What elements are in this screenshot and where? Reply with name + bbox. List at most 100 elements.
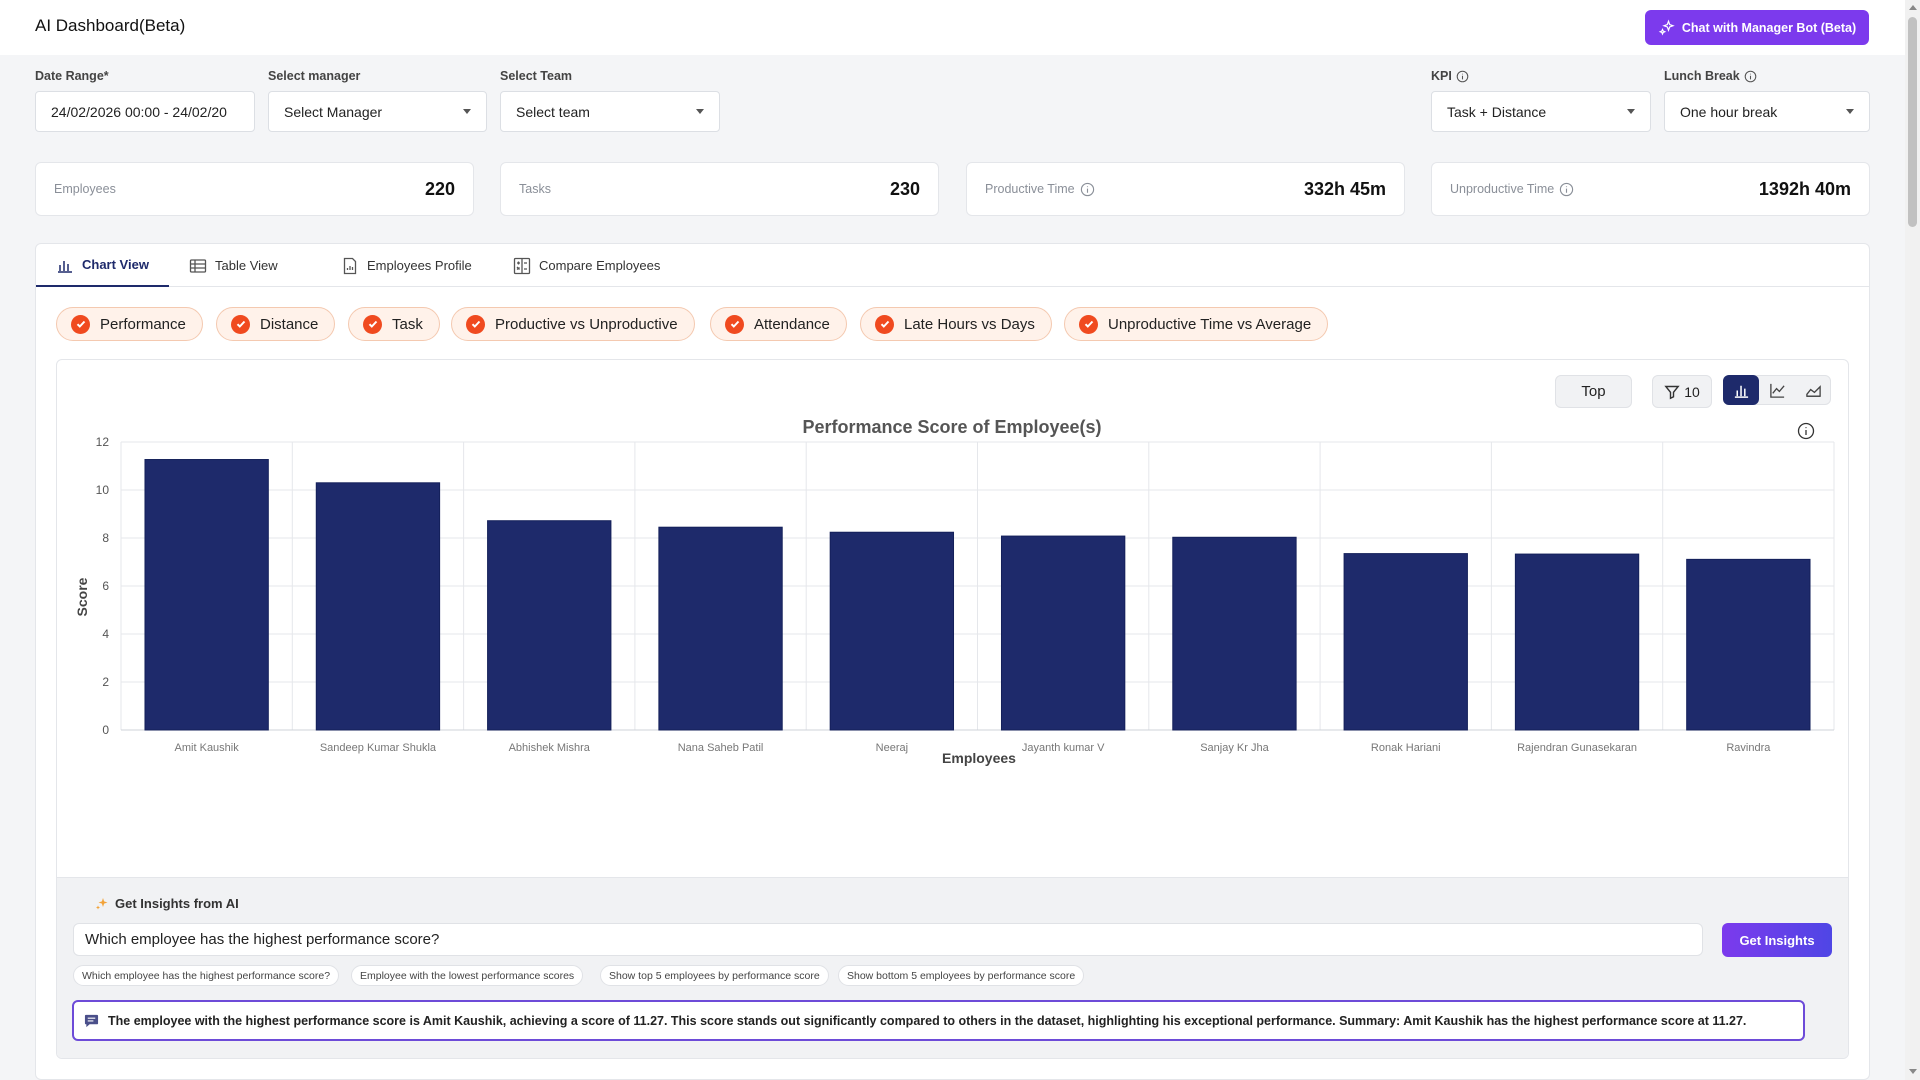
lunch-label-row: Lunch Break <box>1664 68 1870 84</box>
bar-9[interactable] <box>1514 553 1640 731</box>
sparkle-icon <box>1658 18 1675 36</box>
kpi-select[interactable]: Task + Distance <box>1431 91 1651 132</box>
chip-label: Task <box>392 315 423 333</box>
filter-icon <box>1664 385 1680 399</box>
stat-tasks: Tasks 230 <box>500 162 939 216</box>
bar-4[interactable] <box>658 526 783 731</box>
chat-bubble-icon <box>84 1014 99 1028</box>
filter-bar: Date Range* 24/02/2026 00:00 - 24/02/20 … <box>0 55 1905 143</box>
bar-6[interactable] <box>1000 535 1126 731</box>
date-range-input[interactable]: 24/02/2026 00:00 - 24/02/20 <box>35 91 255 132</box>
x-tick-label: Ravindra <box>1726 742 1771 754</box>
kpi-group: KPI Task + Distance <box>1431 68 1651 132</box>
insights-title-row: Get Insights from AI <box>95 896 239 911</box>
tab-chart-view[interactable]: Chart View <box>36 244 169 287</box>
scroll-down-icon[interactable] <box>1909 1069 1917 1074</box>
bar-1[interactable] <box>144 459 269 731</box>
info-icon[interactable] <box>1456 70 1469 83</box>
line-chart-icon <box>1769 383 1785 398</box>
check-circle-icon <box>875 314 894 334</box>
bar-8[interactable] <box>1343 553 1468 731</box>
x-tick-label: Ronak Hariani <box>1371 742 1441 754</box>
bar-5[interactable] <box>829 531 955 731</box>
chip-performance[interactable]: Performance <box>56 307 203 341</box>
info-icon[interactable] <box>1744 70 1757 83</box>
stat-tasks-label: Tasks <box>519 182 551 196</box>
bar-chart-type-button[interactable] <box>1723 375 1759 405</box>
team-select[interactable]: Select team <box>500 91 720 132</box>
suggestion-chip[interactable]: Employee with the lowest performance sco… <box>351 965 584 986</box>
y-tick-label: 12 <box>96 435 110 449</box>
team-group: Select Team Select team <box>500 68 720 132</box>
stat-unproductive: Unproductive Time 1392h 40m <box>1431 162 1870 216</box>
chart-info-icon[interactable] <box>1797 422 1815 440</box>
date-range-group: Date Range* 24/02/2026 00:00 - 24/02/20 <box>35 68 255 132</box>
x-tick-label: Abhishek Mishra <box>509 742 591 754</box>
top-toggle-button[interactable]: Top <box>1555 375 1632 408</box>
chip-label: Unproductive Time vs Average <box>1108 315 1312 333</box>
chip-attendance[interactable]: Attendance <box>710 307 847 341</box>
insights-query-input[interactable] <box>73 923 1703 956</box>
suggestion-chip[interactable]: Show bottom 5 employees by performance s… <box>838 965 1085 986</box>
tab-employees-profile[interactable]: Employees Profile <box>321 244 492 287</box>
chip-productive-vs-unproductive[interactable]: Productive vs Unproductive <box>451 307 695 341</box>
tab-compare-employees[interactable]: Compare Employees <box>493 244 680 287</box>
chart-x-axis-label: Employees <box>942 750 1016 766</box>
count-filter-button[interactable]: 10 <box>1652 375 1712 408</box>
chip-task[interactable]: Task <box>348 307 440 341</box>
chevron-down-icon <box>1627 109 1635 114</box>
lunch-select[interactable]: One hour break <box>1664 91 1870 132</box>
top-bar: AI Dashboard(Beta) Chat with Manager Bot… <box>0 0 1905 55</box>
stat-unproductive-label-row: Unproductive Time <box>1450 182 1574 197</box>
kpi-value: Task + Distance <box>1447 103 1547 120</box>
bar-10[interactable] <box>1686 558 1811 731</box>
main-panel: Chart View Table View Employees Profile … <box>35 243 1870 1080</box>
scroll-up-icon[interactable] <box>1909 5 1917 10</box>
chip-label: Distance <box>260 315 319 333</box>
document-chart-icon <box>343 257 357 274</box>
team-label: Select Team <box>500 69 573 83</box>
chart-card: Top 10 0 2 4 6 8 10 12 Amit Kaushik Sandeep Kum… <box>56 359 1849 1059</box>
area-chart-type-button[interactable] <box>1795 375 1831 405</box>
lunch-label: Lunch Break <box>1664 69 1740 83</box>
insights-title: Get Insights from AI <box>115 896 239 911</box>
y-tick-label: 0 <box>102 723 109 737</box>
chip-late-hours-vs-days[interactable]: Late Hours vs Days <box>860 307 1052 341</box>
line-chart-type-button[interactable] <box>1759 375 1795 405</box>
stat-employees: Employees 220 <box>35 162 474 216</box>
stat-employees-value: 220 <box>424 178 455 199</box>
bar-chart-icon <box>1734 385 1748 398</box>
date-range-value: 24/02/2026 00:00 - 24/02/20 <box>51 103 227 120</box>
x-tick-label: Rajendran Gunasekaran <box>1517 742 1637 754</box>
table-icon <box>189 258 207 273</box>
scroll-thumb[interactable] <box>1908 17 1917 227</box>
chip-unproductive-time-vs-average[interactable]: Unproductive Time vs Average <box>1064 307 1329 341</box>
tab-table-view[interactable]: Table View <box>169 244 298 287</box>
bar-7[interactable] <box>1172 536 1297 731</box>
get-insights-button[interactable]: Get Insights <box>1722 923 1832 957</box>
manager-value: Select Manager <box>284 103 383 120</box>
tab-table-view-label: Table View <box>215 258 278 273</box>
chart-x-ticks: Amit Kaushik Sandeep Kumar Shukla Abhishek… <box>175 742 1772 754</box>
tab-compare-employees-label: Compare Employees <box>539 258 661 273</box>
bar-3[interactable] <box>487 520 612 731</box>
info-icon[interactable] <box>1080 182 1095 197</box>
stat-tasks-value: 230 <box>889 178 920 199</box>
team-value: Select team <box>516 103 590 120</box>
view-tabs: Chart View Table View Employees Profile … <box>36 244 1869 287</box>
x-tick-label: Amit Kaushik <box>175 742 240 754</box>
kpi-label: KPI <box>1431 69 1452 83</box>
manager-select[interactable]: Select Manager <box>268 91 487 132</box>
chip-distance[interactable]: Distance <box>216 307 336 341</box>
suggestion-chip[interactable]: Show top 5 employees by performance scor… <box>600 965 829 986</box>
bar-2[interactable] <box>315 482 441 731</box>
app-title: AI Dashboard(Beta) <box>35 16 186 35</box>
lunch-value: One hour break <box>1680 103 1778 120</box>
manager-group: Select manager Select Manager <box>268 68 487 132</box>
ai-insights-section: Get Insights from AI Get Insights Which … <box>57 877 1848 1058</box>
suggestion-chip[interactable]: Which employee has the highest performan… <box>73 965 340 986</box>
chat-manager-bot-button[interactable]: Chat with Manager Bot (Beta) <box>1645 10 1869 45</box>
page-scrollbar[interactable] <box>1905 0 1920 1080</box>
insights-answer: The employee with the highest performanc… <box>72 1000 1805 1041</box>
info-icon[interactable] <box>1559 182 1574 197</box>
